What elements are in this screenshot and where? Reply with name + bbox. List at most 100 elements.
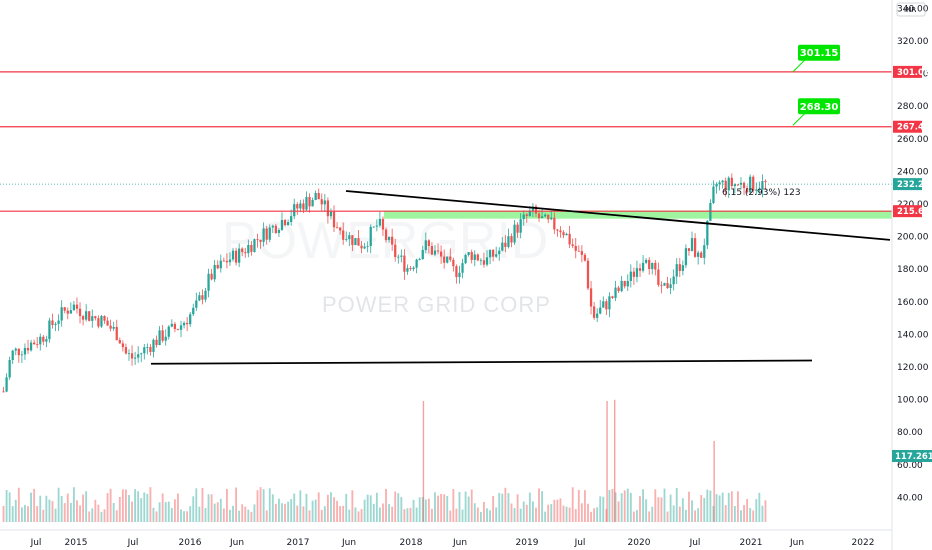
candle-body [213,264,216,280]
candle-body [611,296,614,299]
candle-body [464,254,467,264]
candle-body [522,214,525,220]
volume-bar [262,489,265,522]
volume-bar [406,508,409,522]
volume-bar [562,505,565,522]
candle-body [697,252,700,257]
candle-body [397,256,400,258]
candle-body [45,339,48,342]
candle-body [14,348,17,351]
candle-body [173,323,177,329]
volume-bar [204,508,207,522]
volume-bar [109,488,112,522]
volume-bar [431,508,433,522]
candle-body [2,391,5,393]
volume-bar [265,510,268,522]
candle-body [305,196,308,210]
candle-body [727,177,730,191]
time-tick-label: 2022 [852,538,875,548]
candle-body [29,342,33,351]
volume-bar [152,507,155,522]
candle-body [391,236,394,245]
measure-label: 6.15 (2.93%) 123 [722,188,801,198]
price-callout[interactable] [798,44,840,61]
price-tick-label: 180.00 [897,265,929,275]
candle-body [137,354,140,358]
price-callout[interactable] [798,98,840,115]
volume-bar [559,498,562,522]
candle-body [320,199,323,205]
volume-bar [378,507,381,522]
volume-bar [281,503,283,522]
volume-bar [755,499,758,522]
time-tick-label: 2017 [287,538,310,548]
volume-bar [608,490,611,522]
volume-bar [314,499,317,522]
last-price-badge-label: 232.20 [897,180,930,190]
candle-body [39,336,42,345]
volume-bar [372,503,375,522]
candle-body [186,322,189,325]
time-tick-label: 2018 [400,538,423,548]
volume-bar [125,489,127,522]
price-axis[interactable]: 40.00 60.00 80.00 100.00 120.00 140.00 160.00 1… [897,4,929,503]
candle-body [72,304,76,311]
candle-body [283,220,287,225]
volume-bar [596,507,599,522]
level-layer [0,71,892,212]
candle-body [339,227,342,231]
candle-body [479,260,483,262]
volume-bar [82,494,85,522]
volume-bar [118,496,121,522]
candle-body [167,326,170,337]
volume-bar [535,507,537,522]
volume-bar [112,503,115,522]
candle-body [553,217,556,230]
candle-body [755,189,758,191]
volume-bar [709,490,712,522]
candle-body [761,181,764,190]
volume-bar [483,501,485,522]
volume-bar [69,503,72,522]
volume-bar [590,511,592,522]
candle-body [293,204,296,217]
candle-body [684,248,688,266]
candle-body [721,180,724,183]
candle-body [534,206,538,214]
candle-body [687,248,691,251]
volume-bar [443,494,446,522]
candle-body [733,184,736,187]
candle-body [378,218,382,226]
currency-box[interactable] [896,2,926,17]
volume-bar [348,509,351,522]
resistance-trendline[interactable] [345,190,891,241]
time-axis[interactable]: Jul 2015 Jul 2016 Jun 2017 Jun 2018 Jun 2019 Jul 20… [30,538,875,548]
volume-bar [486,508,488,522]
candle-body [504,242,507,247]
support-trendline[interactable] [150,359,813,365]
candle-body [709,203,712,221]
volume-bar [195,488,198,522]
volume-bar [476,507,479,522]
volume-bar [323,506,326,522]
volume-badge-label: 117.261M [895,452,932,462]
candle-body [528,210,531,216]
candle-body [311,199,314,207]
volume-bar [128,495,130,522]
supply-zone[interactable] [384,210,892,219]
time-tick-label: Jul [30,538,42,548]
candle-body [115,326,118,340]
candle-body [342,230,345,240]
volume-bar [672,505,675,522]
volume-bar [513,508,516,522]
volume-bar [507,493,510,522]
volume-bar [556,499,559,522]
candle-body [222,260,225,262]
candle-body [690,238,694,251]
volume-bar [394,491,397,522]
volume-bar [629,492,632,522]
volume-bar [57,487,60,522]
candle-body [421,250,424,260]
